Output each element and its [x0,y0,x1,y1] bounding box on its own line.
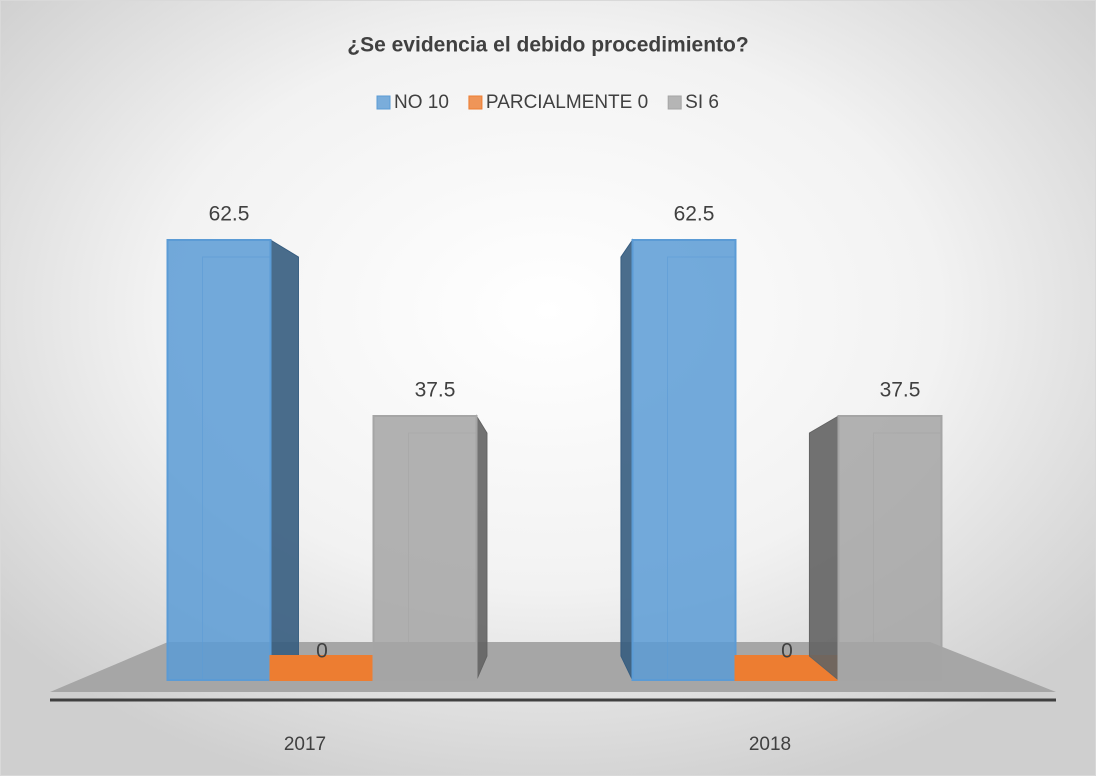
legend-label: NO 10 [394,92,449,113]
bar [372,414,488,681]
legend-swatch [468,95,483,110]
bar-edge [408,432,477,680]
data-label: 37.5 [415,379,456,402]
chart-title: ¿Se evidencia el debido procedimiento? [347,34,748,57]
bar-side [808,415,839,682]
data-label: 0 [781,640,793,663]
bar-edge [873,432,942,680]
data-label: 37.5 [880,379,921,402]
legend: NO 10 PARCIALMENTE 0 SI 6 [376,92,719,113]
legend-swatch [376,95,391,110]
legend-label: PARCIALMENTE 0 [486,92,648,113]
bar-side [620,238,633,681]
data-label: 0 [316,640,328,663]
bar-face [631,239,737,681]
bar-side [270,239,299,682]
x-tick-label: 2018 [749,734,791,755]
bar [620,238,737,681]
bar-face [837,415,943,681]
data-label: 62.5 [674,203,715,226]
legend-swatch [667,95,682,110]
x-tick-label: 2017 [284,734,326,755]
bar-edge [667,256,736,680]
bar-edge [202,256,271,680]
bar [269,655,375,681]
bar-face [166,239,272,681]
bar-face [269,655,375,681]
bar-face [372,415,478,681]
bar-side [476,414,488,681]
bar [166,239,299,682]
data-label: 62.5 [209,203,250,226]
legend-label: SI 6 [685,92,719,113]
bar [808,415,943,682]
